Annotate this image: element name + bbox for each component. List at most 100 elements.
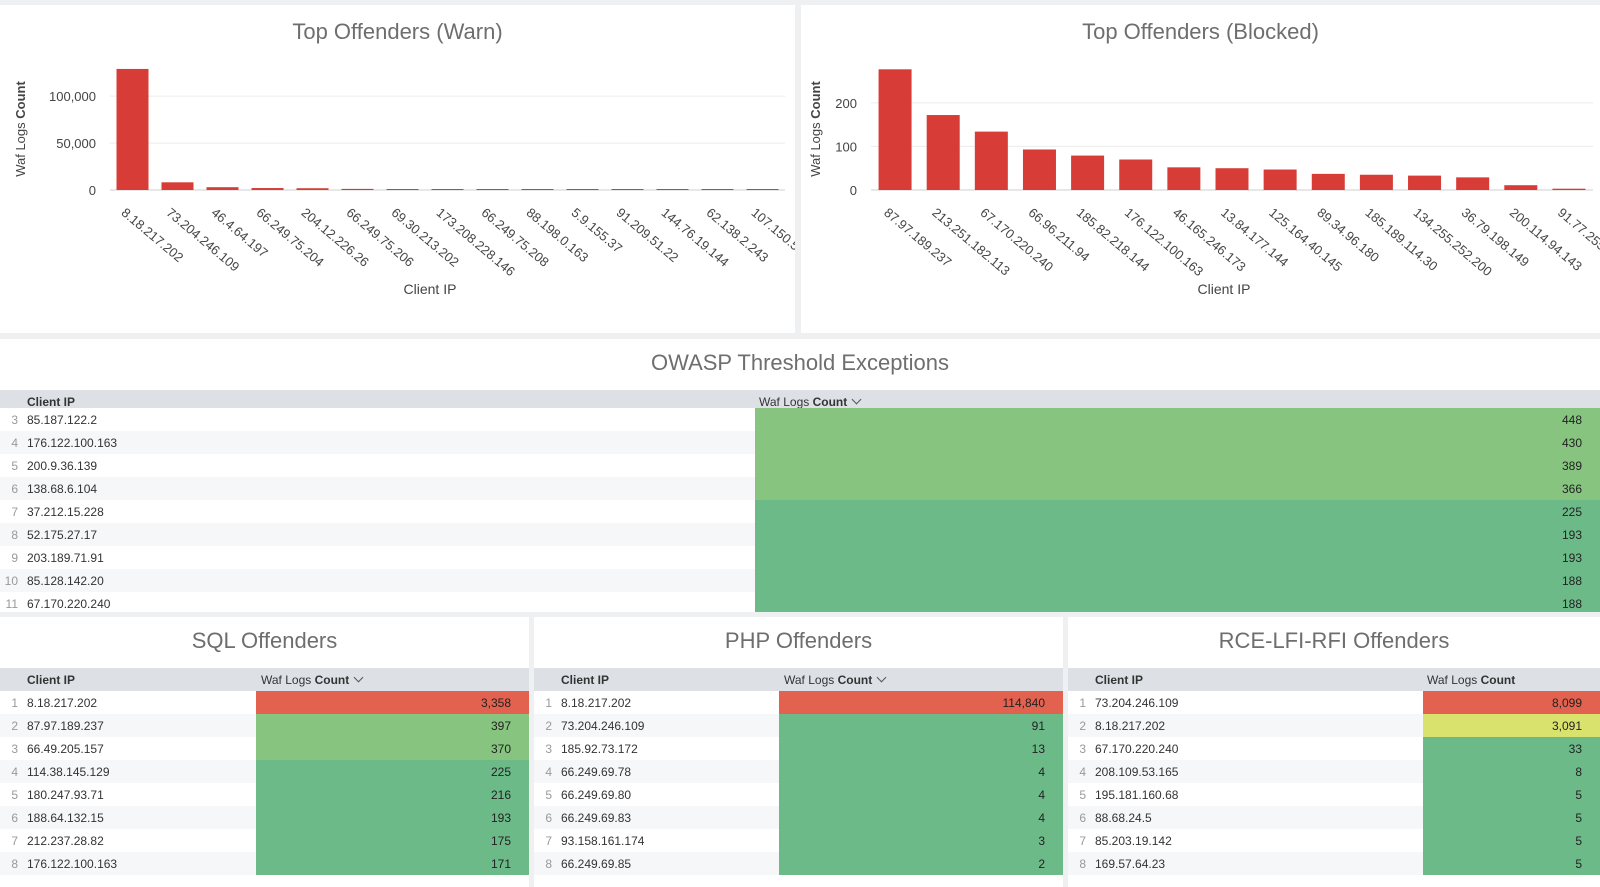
- count-cell[interactable]: 366: [755, 477, 1600, 500]
- bar[interactable]: [1311, 173, 1345, 190]
- count-cell[interactable]: 5: [1423, 852, 1600, 875]
- client-ip-cell[interactable]: 73.204.246.109: [1095, 696, 1179, 710]
- table-row[interactable]: 4 114.38.145.129 225: [0, 760, 529, 783]
- bar[interactable]: [1504, 185, 1538, 190]
- client-ip-cell[interactable]: 37.212.15.228: [27, 505, 104, 519]
- client-ip-cell[interactable]: 180.247.93.71: [27, 788, 104, 802]
- owasp-col-client-ip[interactable]: Client IP: [27, 395, 76, 409]
- table-row[interactable]: 2 87.97.189.237 397: [0, 714, 529, 737]
- client-ip-cell[interactable]: 208.109.53.165: [1095, 765, 1179, 779]
- count-cell[interactable]: 3,358: [256, 691, 529, 714]
- table-row[interactable]: 3 85.187.122.2 448: [0, 408, 1600, 431]
- count-cell[interactable]: 114,840: [779, 691, 1063, 714]
- table-row[interactable]: 5 180.247.93.71 216: [0, 783, 529, 806]
- bar[interactable]: [746, 189, 779, 190]
- count-cell[interactable]: 193: [755, 523, 1600, 546]
- table-row[interactable]: 8 52.175.27.17 193: [0, 523, 1600, 546]
- table-row[interactable]: 6 88.68.24.5 5: [1068, 806, 1600, 829]
- count-cell[interactable]: 171: [256, 852, 529, 875]
- client-ip-cell[interactable]: 87.97.189.237: [27, 719, 104, 733]
- client-ip-cell[interactable]: 8.18.217.202: [27, 696, 98, 710]
- table-row[interactable]: 2 8.18.217.202 3,091: [1068, 714, 1600, 737]
- table-row[interactable]: 1 73.204.246.109 8,099: [1068, 691, 1600, 714]
- table-row[interactable]: 1 8.18.217.202 3,358: [0, 691, 529, 714]
- bar[interactable]: [116, 68, 149, 190]
- table-row[interactable]: 7 212.237.28.82 175: [0, 829, 529, 852]
- table-row[interactable]: 9 203.189.71.91 193: [0, 546, 1600, 569]
- count-cell[interactable]: 397: [256, 714, 529, 737]
- table-row[interactable]: 8 66.249.69.85 2: [534, 852, 1063, 875]
- bar[interactable]: [656, 189, 689, 190]
- client-ip-cell[interactable]: 93.158.161.174: [561, 834, 645, 848]
- bar[interactable]: [1119, 159, 1153, 191]
- client-ip-cell[interactable]: 176.122.100.163: [27, 436, 118, 450]
- client-ip-cell[interactable]: 8.18.217.202: [561, 696, 632, 710]
- count-cell[interactable]: 33: [1423, 737, 1600, 760]
- bar[interactable]: [926, 115, 960, 190]
- table-row[interactable]: 8 169.57.64.23 5: [1068, 852, 1600, 875]
- count-cell[interactable]: 4: [779, 806, 1063, 829]
- chevron-down-icon[interactable]: [851, 394, 862, 405]
- count-cell[interactable]: 2: [779, 852, 1063, 875]
- client-ip-cell[interactable]: 212.237.28.82: [27, 834, 104, 848]
- client-ip-cell[interactable]: 67.170.220.240: [1095, 742, 1179, 756]
- php-col-count[interactable]: Waf Logs Count: [784, 672, 887, 687]
- bar[interactable]: [386, 189, 419, 190]
- table-row[interactable]: 3 67.170.220.240 33: [1068, 737, 1600, 760]
- client-ip-cell[interactable]: 66.49.205.157: [27, 742, 104, 756]
- chevron-down-icon[interactable]: [876, 672, 887, 683]
- count-cell[interactable]: 91: [779, 714, 1063, 737]
- table-row[interactable]: 7 85.203.19.142 5: [1068, 829, 1600, 852]
- table-row[interactable]: 8 176.122.100.163 171: [0, 852, 529, 875]
- bar[interactable]: [878, 69, 912, 190]
- client-ip-cell[interactable]: 195.181.160.68: [1095, 788, 1179, 802]
- client-ip-cell[interactable]: 176.122.100.163: [27, 857, 118, 871]
- table-row[interactable]: 1 8.18.217.202 114,840: [534, 691, 1063, 714]
- count-cell[interactable]: 8,099: [1423, 691, 1600, 714]
- client-ip-cell[interactable]: 88.68.24.5: [1095, 811, 1152, 825]
- table-row[interactable]: 3 185.92.73.172 13: [534, 737, 1063, 760]
- count-cell[interactable]: 225: [256, 760, 529, 783]
- client-ip-cell[interactable]: 169.57.64.23: [1095, 857, 1166, 871]
- bar[interactable]: [1263, 169, 1297, 190]
- client-ip-cell[interactable]: 85.187.122.2: [27, 413, 98, 427]
- client-ip-cell[interactable]: 8.18.217.202: [1095, 719, 1166, 733]
- table-row[interactable]: 3 66.49.205.157 370: [0, 737, 529, 760]
- bar[interactable]: [1167, 167, 1201, 190]
- client-ip-cell[interactable]: 73.204.246.109: [561, 719, 645, 733]
- bar[interactable]: [1022, 149, 1056, 190]
- client-ip-cell[interactable]: 85.128.142.20: [27, 574, 104, 588]
- count-cell[interactable]: 225: [755, 500, 1600, 523]
- count-cell[interactable]: 8: [1423, 760, 1600, 783]
- bar[interactable]: [476, 189, 509, 190]
- table-row[interactable]: 6 138.68.6.104 366: [0, 477, 1600, 500]
- rce-col-client-ip[interactable]: Client IP: [1095, 673, 1144, 687]
- client-ip-cell[interactable]: 66.249.69.78: [561, 765, 632, 779]
- count-cell[interactable]: 13: [779, 737, 1063, 760]
- bar[interactable]: [1215, 168, 1249, 190]
- table-row[interactable]: 5 66.249.69.80 4: [534, 783, 1063, 806]
- sql-col-count[interactable]: Waf Logs Count: [261, 672, 364, 687]
- bar[interactable]: [521, 189, 554, 190]
- client-ip-cell[interactable]: 138.68.6.104: [27, 482, 98, 496]
- table-row[interactable]: 7 37.212.15.228 225: [0, 500, 1600, 523]
- table-row[interactable]: 7 93.158.161.174 3: [534, 829, 1063, 852]
- bar[interactable]: [701, 189, 734, 190]
- count-cell[interactable]: 188: [755, 569, 1600, 592]
- table-row[interactable]: 11 67.170.220.240 188: [0, 592, 1600, 612]
- table-row[interactable]: 4 66.249.69.78 4: [534, 760, 1063, 783]
- bar[interactable]: [611, 189, 644, 190]
- table-row[interactable]: 6 66.249.69.83 4: [534, 806, 1063, 829]
- count-cell[interactable]: 430: [755, 431, 1600, 454]
- chevron-down-icon[interactable]: [353, 672, 364, 683]
- table-row[interactable]: 2 73.204.246.109 91: [534, 714, 1063, 737]
- bar[interactable]: [296, 188, 329, 190]
- sql-col-client-ip[interactable]: Client IP: [27, 673, 76, 687]
- client-ip-cell[interactable]: 66.249.69.83: [561, 811, 632, 825]
- bar[interactable]: [206, 187, 239, 190]
- bar[interactable]: [1552, 188, 1586, 190]
- client-ip-cell[interactable]: 85.203.19.142: [1095, 834, 1172, 848]
- count-cell[interactable]: 448: [755, 408, 1600, 431]
- bar[interactable]: [251, 188, 284, 190]
- client-ip-cell[interactable]: 114.38.145.129: [27, 765, 110, 779]
